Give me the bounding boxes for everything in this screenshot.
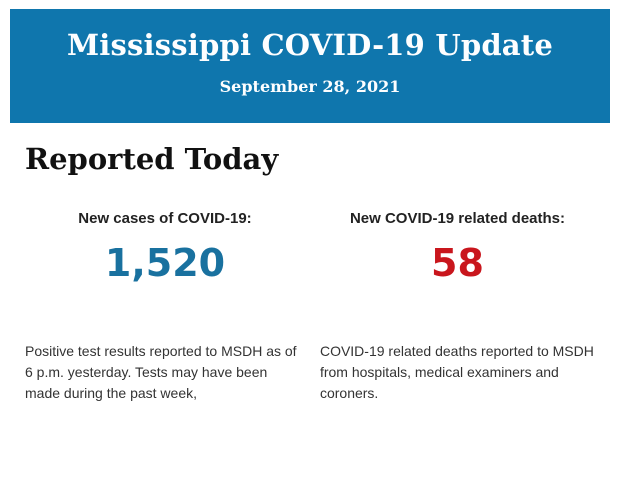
new-cases-value: 1,520 <box>104 241 226 285</box>
stat-new-deaths: New COVID-19 related deaths: 58 COVID-19… <box>320 210 595 404</box>
newsletter-header: Mississippi COVID-19 Update September 28… <box>10 9 610 123</box>
report-section: Reported Today New cases of COVID-19: 1,… <box>0 123 620 404</box>
new-deaths-label: New COVID-19 related deaths: <box>349 210 565 227</box>
section-heading: Reported Today <box>25 142 279 176</box>
new-deaths-description: COVID-19 related deaths reported to MSDH… <box>319 343 594 401</box>
new-cases-label: New cases of COVID-19: <box>78 210 252 227</box>
stats-grid: New cases of COVID-19: 1,520 Positive te… <box>25 210 595 404</box>
stat-new-cases: New cases of COVID-19: 1,520 Positive te… <box>25 210 305 404</box>
new-cases-description: Positive test results reported to MSDH a… <box>25 343 297 401</box>
newsletter-page: Mississippi COVID-19 Update September 28… <box>0 9 620 483</box>
new-deaths-value: 58 <box>431 241 484 285</box>
newsletter-date: September 28, 2021 <box>219 77 401 96</box>
newsletter-title: Mississippi COVID-19 Update <box>66 28 554 62</box>
